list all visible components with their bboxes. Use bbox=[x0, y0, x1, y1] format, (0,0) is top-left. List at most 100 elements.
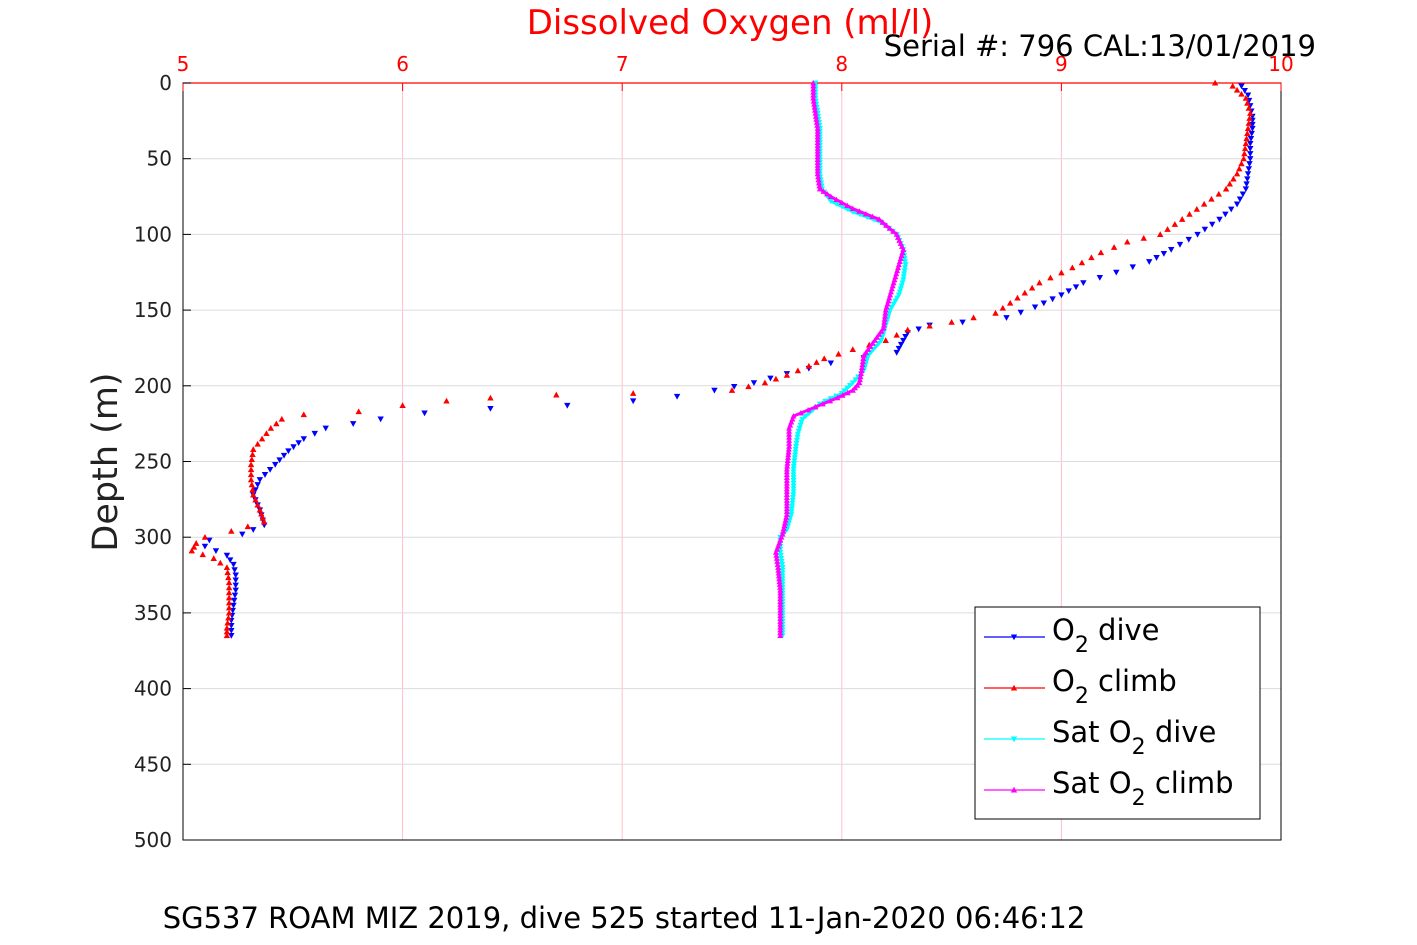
data-point bbox=[777, 618, 784, 624]
data-point bbox=[816, 182, 823, 189]
data-point bbox=[814, 159, 821, 165]
data-point bbox=[844, 202, 851, 209]
data-point bbox=[772, 549, 779, 555]
data-point bbox=[1193, 205, 1201, 212]
data-point bbox=[399, 402, 406, 409]
data-point bbox=[786, 431, 793, 437]
y-tick-label: 400 bbox=[134, 677, 172, 701]
data-point bbox=[201, 543, 209, 550]
data-point bbox=[278, 415, 286, 422]
data-point bbox=[896, 289, 903, 295]
data-point bbox=[272, 461, 279, 468]
data-point bbox=[790, 486, 797, 492]
data-point bbox=[857, 373, 864, 380]
data-point bbox=[782, 517, 789, 523]
data-point bbox=[812, 113, 819, 119]
data-point bbox=[784, 463, 791, 469]
data-point bbox=[761, 379, 769, 386]
data-point bbox=[223, 628, 231, 635]
data-point bbox=[223, 552, 231, 559]
data-point bbox=[858, 367, 865, 374]
data-point bbox=[794, 431, 801, 438]
data-point bbox=[819, 400, 826, 407]
data-point bbox=[1164, 226, 1171, 232]
data-point bbox=[878, 337, 885, 344]
data-point bbox=[231, 567, 238, 573]
x-tick-label: 10 bbox=[1268, 52, 1293, 76]
data-point bbox=[792, 446, 799, 453]
data-point bbox=[878, 328, 885, 334]
data-point bbox=[786, 437, 793, 443]
data-point bbox=[838, 199, 845, 206]
data-point bbox=[192, 540, 200, 546]
data-point bbox=[796, 425, 803, 432]
data-point bbox=[880, 325, 887, 331]
data-point bbox=[859, 361, 866, 368]
data-point bbox=[1096, 274, 1104, 281]
data-point bbox=[1036, 279, 1043, 286]
data-point bbox=[901, 271, 908, 277]
data-point bbox=[232, 582, 239, 589]
data-point bbox=[790, 483, 797, 490]
data-point bbox=[852, 377, 859, 383]
data-point bbox=[901, 268, 908, 274]
data-point bbox=[777, 624, 784, 630]
data-point bbox=[188, 547, 195, 554]
data-point bbox=[228, 628, 235, 634]
data-point bbox=[895, 345, 903, 352]
data-point bbox=[778, 559, 785, 565]
data-point bbox=[810, 83, 817, 89]
data-point bbox=[815, 179, 822, 186]
data-point bbox=[1244, 171, 1252, 178]
data-point bbox=[904, 326, 911, 333]
data-point bbox=[773, 555, 780, 561]
data-point bbox=[777, 604, 784, 610]
data-point bbox=[1208, 221, 1216, 228]
data-point bbox=[231, 597, 238, 604]
data-point bbox=[814, 145, 821, 151]
data-point bbox=[1178, 216, 1186, 222]
data-point bbox=[1058, 269, 1065, 276]
data-point bbox=[780, 525, 787, 531]
data-point bbox=[285, 448, 292, 455]
data-point bbox=[780, 528, 787, 534]
data-point bbox=[266, 467, 274, 473]
data-point bbox=[838, 203, 845, 210]
data-point bbox=[860, 355, 867, 361]
data-point bbox=[814, 128, 821, 134]
data-point bbox=[784, 524, 791, 530]
x-tick-label: 5 bbox=[177, 52, 190, 76]
data-point bbox=[1238, 90, 1245, 97]
legend-label-prefix: Sat O bbox=[1052, 715, 1132, 749]
data-point bbox=[814, 122, 821, 128]
data-point bbox=[869, 213, 876, 220]
data-point bbox=[1246, 161, 1253, 167]
data-point bbox=[1239, 191, 1247, 198]
data-point bbox=[247, 471, 255, 478]
data-point bbox=[786, 434, 793, 440]
data-point bbox=[816, 185, 823, 192]
data-point bbox=[813, 359, 820, 365]
data-point bbox=[1242, 94, 1250, 101]
footer-caption: SG537 ROAM MIZ 2019, dive 525 started 11… bbox=[163, 901, 1086, 935]
data-point bbox=[858, 370, 865, 377]
x-tick-label: 8 bbox=[835, 52, 848, 76]
data-point bbox=[894, 267, 901, 274]
data-point bbox=[783, 477, 790, 483]
data-point bbox=[859, 358, 866, 364]
data-point bbox=[1245, 166, 1252, 172]
data-point bbox=[777, 609, 784, 616]
data-point bbox=[779, 567, 786, 574]
data-point bbox=[553, 391, 560, 398]
data-point bbox=[225, 589, 233, 596]
data-point bbox=[1244, 176, 1251, 183]
data-point bbox=[815, 176, 822, 183]
data-point bbox=[261, 472, 269, 478]
data-point bbox=[248, 456, 256, 463]
data-point bbox=[249, 486, 256, 493]
y-tick-label: 500 bbox=[134, 828, 172, 852]
data-point bbox=[790, 466, 797, 473]
data-point bbox=[777, 632, 784, 639]
data-point bbox=[788, 512, 795, 518]
data-point bbox=[869, 340, 876, 346]
